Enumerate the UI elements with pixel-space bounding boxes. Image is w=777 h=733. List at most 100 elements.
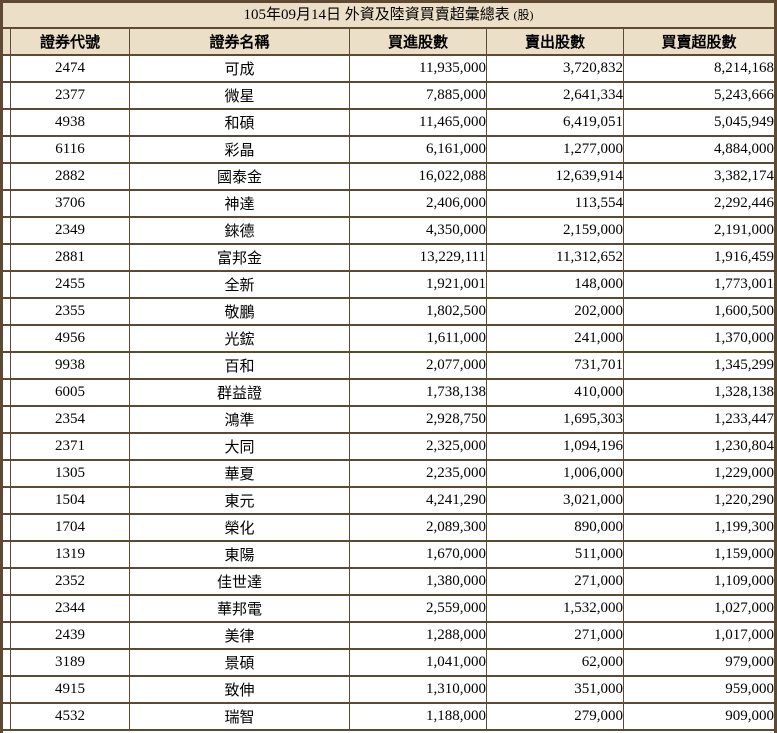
table-row: 3706 神達 2,406,000 113,554 2,292,446 [3, 191, 774, 218]
cell-net-shares: 1,345,299 [624, 353, 774, 380]
cell-sell-shares: 241,000 [487, 326, 624, 353]
cell-security-name: 景碩 [130, 650, 350, 677]
row-spacer-cell [3, 245, 11, 272]
table-row: 4956 光鋐 1,611,000 241,000 1,370,000 [3, 326, 774, 353]
cell-sell-shares: 12,639,914 [487, 164, 624, 191]
cell-security-name: 華夏 [130, 461, 350, 488]
cell-security-name: 富邦金 [130, 245, 350, 272]
cell-net-shares: 959,000 [624, 677, 774, 704]
cell-buy-shares: 1,310,000 [350, 677, 487, 704]
cell-sell-shares: 271,000 [487, 623, 624, 650]
cell-security-code: 2344 [11, 596, 130, 623]
table-row: 2354 鴻準 2,928,750 1,695,303 1,233,447 [3, 407, 774, 434]
cell-security-name: 東元 [130, 488, 350, 515]
report-title-unit: (股) [513, 8, 534, 22]
row-spacer-cell [3, 488, 11, 515]
row-spacer-cell [3, 569, 11, 596]
cell-sell-shares: 3,021,000 [487, 488, 624, 515]
cell-sell-shares: 890,000 [487, 515, 624, 542]
cell-security-code: 3189 [11, 650, 130, 677]
report-title-text: 105年09月14日 外資及陸資買賣超彙總表 [243, 7, 510, 23]
cell-net-shares: 8,214,168 [624, 56, 774, 83]
cell-net-shares: 4,884,000 [624, 137, 774, 164]
cell-buy-shares: 13,229,111 [350, 245, 487, 272]
row-spacer-cell [3, 83, 11, 110]
cell-buy-shares: 4,241,290 [350, 488, 487, 515]
cell-buy-shares: 7,885,000 [350, 83, 487, 110]
cell-sell-shares: 3,720,832 [487, 56, 624, 83]
row-spacer-cell [3, 515, 11, 542]
cell-buy-shares: 6,161,000 [350, 137, 487, 164]
cell-net-shares: 1,229,000 [624, 461, 774, 488]
cell-net-shares: 1,233,447 [624, 407, 774, 434]
cell-net-shares: 1,773,001 [624, 272, 774, 299]
table-row: 4915 致伸 1,310,000 351,000 959,000 [3, 677, 774, 704]
table-row: 2474 可成 11,935,000 3,720,832 8,214,168 [3, 56, 774, 83]
cell-sell-shares: 1,277,000 [487, 137, 624, 164]
cell-security-code: 6005 [11, 380, 130, 407]
cell-net-shares: 1,370,000 [624, 326, 774, 353]
cell-sell-shares: 511,000 [487, 542, 624, 569]
header-security-code: 證券代號 [11, 29, 130, 56]
header-net-shares: 買賣超股數 [624, 29, 774, 56]
row-spacer-cell [3, 137, 11, 164]
cell-security-name: 和碩 [130, 110, 350, 137]
cell-security-code: 4915 [11, 677, 130, 704]
row-spacer-cell [3, 56, 11, 83]
cell-net-shares: 5,045,949 [624, 110, 774, 137]
cell-sell-shares: 62,000 [487, 650, 624, 677]
cell-net-shares: 1,230,804 [624, 434, 774, 461]
cell-security-name: 群益證 [130, 380, 350, 407]
cell-net-shares: 1,328,138 [624, 380, 774, 407]
row-spacer-cell [3, 299, 11, 326]
row-spacer-cell [3, 191, 11, 218]
header-spacer-cell [3, 29, 11, 56]
table-row: 2349 錸德 4,350,000 2,159,000 2,191,000 [3, 218, 774, 245]
cell-buy-shares: 2,077,000 [350, 353, 487, 380]
cell-sell-shares: 351,000 [487, 677, 624, 704]
row-spacer-cell [3, 677, 11, 704]
cell-sell-shares: 1,695,303 [487, 407, 624, 434]
row-spacer-cell [3, 164, 11, 191]
table-row: 2455 全新 1,921,001 148,000 1,773,001 [3, 272, 774, 299]
cell-security-code: 1319 [11, 542, 130, 569]
table-row: 6116 彩晶 6,161,000 1,277,000 4,884,000 [3, 137, 774, 164]
cell-net-shares: 5,243,666 [624, 83, 774, 110]
cell-net-shares: 1,916,459 [624, 245, 774, 272]
cell-security-name: 神達 [130, 191, 350, 218]
cell-security-code: 4938 [11, 110, 130, 137]
cell-buy-shares: 11,935,000 [350, 56, 487, 83]
cell-security-code: 2377 [11, 83, 130, 110]
cell-security-code: 1504 [11, 488, 130, 515]
cell-security-name: 東陽 [130, 542, 350, 569]
table-row: 4938 和碩 11,465,000 6,419,051 5,045,949 [3, 110, 774, 137]
header-security-name: 證券名稱 [130, 29, 350, 56]
row-spacer-cell [3, 380, 11, 407]
row-spacer-cell [3, 596, 11, 623]
cell-buy-shares: 1,041,000 [350, 650, 487, 677]
cell-buy-shares: 1,288,000 [350, 623, 487, 650]
table-row: 2352 佳世達 1,380,000 271,000 1,109,000 [3, 569, 774, 596]
cell-sell-shares: 410,000 [487, 380, 624, 407]
cell-security-name: 瑞智 [130, 704, 350, 731]
cell-sell-shares: 2,641,334 [487, 83, 624, 110]
table-row: 2377 微星 7,885,000 2,641,334 5,243,666 [3, 83, 774, 110]
cell-security-name: 鴻準 [130, 407, 350, 434]
cell-security-code: 1305 [11, 461, 130, 488]
cell-security-name: 榮化 [130, 515, 350, 542]
cell-sell-shares: 6,419,051 [487, 110, 624, 137]
cell-net-shares: 1,027,000 [624, 596, 774, 623]
cell-buy-shares: 2,559,000 [350, 596, 487, 623]
cell-sell-shares: 202,000 [487, 299, 624, 326]
cell-security-code: 2881 [11, 245, 130, 272]
cell-security-name: 佳世達 [130, 569, 350, 596]
cell-sell-shares: 1,006,000 [487, 461, 624, 488]
cell-net-shares: 1,159,000 [624, 542, 774, 569]
cell-security-code: 4532 [11, 704, 130, 731]
cell-security-code: 1704 [11, 515, 130, 542]
cell-buy-shares: 2,928,750 [350, 407, 487, 434]
cell-buy-shares: 16,022,088 [350, 164, 487, 191]
cell-security-name: 全新 [130, 272, 350, 299]
table-header: 證券代號 證券名稱 買進股數 賣出股數 買賣超股數 [3, 29, 774, 56]
cell-security-name: 可成 [130, 56, 350, 83]
